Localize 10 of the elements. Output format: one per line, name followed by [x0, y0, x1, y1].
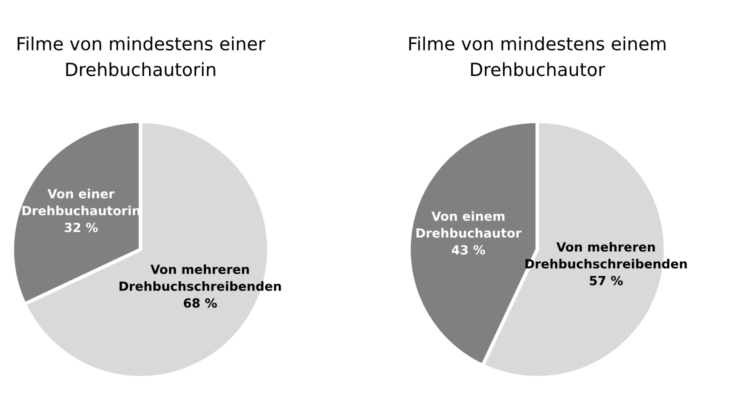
- slice-label: Von mehreren Drehbuchschreibenden: [120, 264, 281, 291]
- data-label: 68 %: [184, 298, 217, 308]
- chart-title: Filme von mindestens einer Drehbuchautorin: [18, 36, 266, 76]
- data-label: 43 %: [452, 245, 486, 255]
- data-label: 32 %: [64, 222, 98, 232]
- slice-label: Von einem Drehbuchautor: [416, 211, 522, 238]
- data-label: 57 %: [590, 276, 623, 286]
- chart-title: Filme von mindestens einem Drehbuchautor: [409, 36, 666, 76]
- slice-label: Von einer Drehbuchautorin: [22, 188, 140, 216]
- slice-label: Von mehreren Drehbuchschreibenden: [526, 242, 687, 268]
